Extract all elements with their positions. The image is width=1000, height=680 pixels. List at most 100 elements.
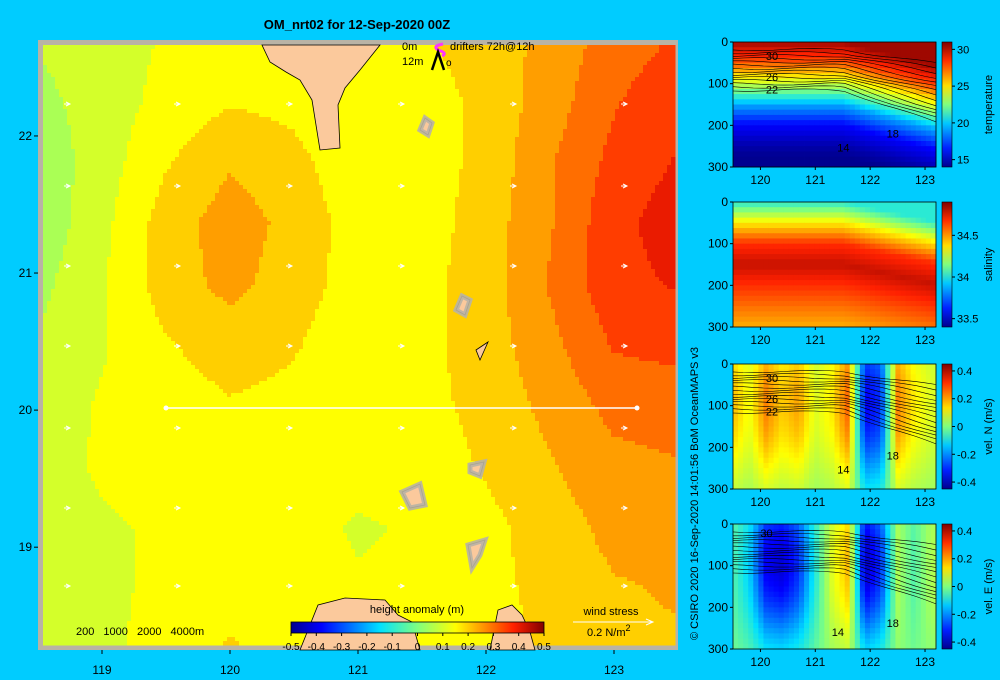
colorbar-tick: 0.2 — [957, 394, 972, 406]
panel-variable-label: vel. E (m/s) — [983, 559, 995, 615]
lon-tick: 123 — [915, 173, 935, 187]
wind-stress-label: wind stress — [582, 606, 639, 618]
map-x-tick: 122 — [476, 663, 496, 677]
lon-tick: 123 — [915, 495, 935, 509]
depth-tick: 100 — [708, 77, 728, 91]
depth-tick: 100 — [708, 237, 728, 251]
colorbar-tick: 34 — [957, 272, 969, 284]
panel-variable-label: vel. N (m/s) — [983, 398, 995, 454]
colorbar-tick: -0.4 — [957, 477, 976, 489]
depth-tick: 100 — [708, 559, 728, 573]
colorbar-tick: 0.2 — [957, 554, 972, 566]
colorbar-ramp — [291, 622, 544, 633]
colorbar-tick: -0.4 — [308, 642, 326, 653]
lon-tick: 123 — [915, 333, 935, 347]
lon-tick: 120 — [750, 495, 770, 509]
colorbar-tick: 0.4 — [512, 642, 526, 653]
depth-tick: 300 — [708, 320, 728, 334]
contour-label: 18 — [887, 129, 899, 141]
colorbar-tick: 0.2 — [461, 642, 475, 653]
depth-tick: 200 — [708, 440, 728, 454]
depth-tick: 0 — [721, 357, 728, 371]
colorbar-tick: -0.3 — [333, 642, 351, 653]
lon-tick: 120 — [750, 655, 770, 669]
depth-legend: 200 1000 2000 4000m — [76, 626, 204, 638]
panel-variable-label: salinity — [983, 247, 995, 281]
lon-tick: 120 — [750, 173, 770, 187]
colorbar-tick: 0 — [415, 642, 421, 653]
map-x-tick: 121 — [348, 663, 368, 677]
colorbar-tick: 15 — [957, 155, 969, 167]
contour-label: 26 — [766, 72, 778, 84]
depth-tick: 300 — [708, 642, 728, 656]
colorbar-tick: 0.4 — [957, 526, 972, 538]
colorbar-tick: 0.4 — [957, 366, 972, 378]
drifter-depth-bottom: 12m — [402, 56, 423, 68]
lon-tick: 121 — [805, 333, 825, 347]
colorbar-tick: 30 — [957, 44, 969, 56]
figure-title: OM_nrt02 for 12-Sep-2020 00Z — [264, 17, 450, 32]
map-x-ticks: 119 120 121 122 123 — [92, 650, 624, 677]
contour-label: 30 — [766, 51, 778, 63]
colorbar-tick: 0 — [957, 582, 963, 594]
depth-tick: 0 — [721, 35, 728, 49]
lon-tick: 122 — [860, 495, 880, 509]
panel-colorbar — [942, 364, 952, 489]
contour-label: 26 — [766, 394, 778, 406]
map-x-tick: 119 — [92, 663, 111, 677]
lon-tick: 122 — [860, 655, 880, 669]
colorbar-tick: 0.1 — [436, 642, 450, 653]
drifter-label: drifters 72h@12h — [450, 41, 535, 53]
colorbar-tick: -0.2 — [957, 449, 976, 461]
map-y-tick: 21 — [19, 266, 33, 280]
contour-label: 18 — [887, 451, 899, 463]
depth-tick: 0 — [721, 195, 728, 209]
depth-tick: 300 — [708, 160, 728, 174]
panel-colorbar — [942, 524, 952, 649]
credit-text: © CSIRO 2020 16-Sep-2020 14:01:56 BoM Oc… — [689, 347, 701, 640]
colorbar-tick: 0.3 — [486, 642, 500, 653]
panel-variable-label: temperature — [983, 75, 995, 134]
section-panel-1: 0 100 200 300 120 121 122 123 34.5 34 33.5 salinity — [708, 195, 995, 347]
panel-colorbar — [942, 202, 952, 327]
map-y-tick: 22 — [19, 129, 33, 143]
map-x-tick: 120 — [220, 663, 240, 677]
lon-tick: 122 — [860, 173, 880, 187]
contour-label: 22 — [766, 407, 778, 419]
contour-label: 30 — [760, 528, 772, 540]
height-anomaly-field — [43, 45, 676, 646]
contour-label: 14 — [837, 142, 849, 154]
colorbar-tick: 0.5 — [537, 642, 551, 653]
colorbar-title: height anomaly (m) — [370, 604, 464, 616]
colorbar-tick: -0.5 — [282, 642, 300, 653]
lon-tick: 123 — [915, 655, 935, 669]
colorbar-tick: -0.2 — [957, 609, 976, 621]
drifter-depth-top: 0m — [402, 41, 417, 53]
colorbar-tick: -0.2 — [358, 642, 376, 653]
map-x-tick: 123 — [604, 663, 624, 677]
colorbar-tick: 33.5 — [957, 314, 978, 326]
depth-tick: 200 — [708, 118, 728, 132]
depth-tick: 300 — [708, 482, 728, 496]
depth-tick: 100 — [708, 399, 728, 413]
map-panel: 0m drifters 72h@12h 12m o 119 120 121 122 12… — [19, 40, 678, 677]
colorbar-tick: 25 — [957, 81, 969, 93]
colorbar-tick: -0.1 — [384, 642, 402, 653]
colorbar-tick: 34.5 — [957, 230, 978, 242]
lon-tick: 121 — [805, 655, 825, 669]
lon-tick: 122 — [860, 333, 880, 347]
depth-tick: 200 — [708, 278, 728, 292]
lon-tick: 120 — [750, 333, 770, 347]
colorbar-tick: -0.4 — [957, 637, 976, 649]
map-y-tick: 20 — [19, 403, 33, 417]
contour-label: 14 — [837, 464, 849, 476]
depth-tick: 0 — [721, 517, 728, 531]
panel-colorbar — [942, 42, 952, 167]
lon-tick: 121 — [805, 495, 825, 509]
